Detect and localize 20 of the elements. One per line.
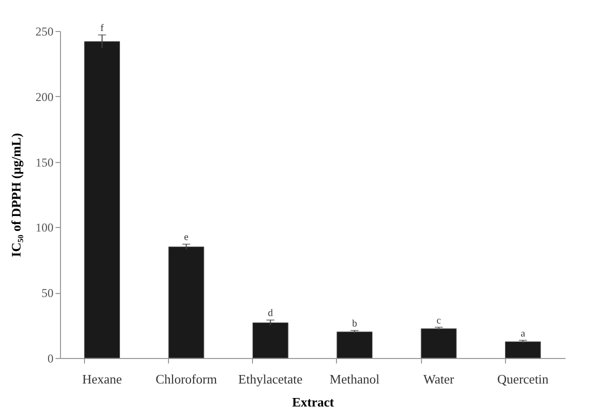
y-tick-label: 250 (36, 24, 54, 38)
annotation: a (520, 328, 526, 340)
x-tick-label: Water (423, 372, 455, 386)
x-tick-label: Chloroform (156, 372, 217, 386)
x-tick-label: Ethylacetate (238, 372, 303, 386)
y-tick-label: 0 (48, 352, 54, 366)
annotation: e (184, 232, 190, 244)
y-tick-label: 50 (42, 286, 54, 300)
annotation: f (100, 22, 104, 34)
y-tick-label: 150 (36, 155, 54, 170)
x-tick-label: Methanol (330, 372, 380, 386)
x-tick-label: Quercetin (497, 372, 550, 386)
x-tick-label: Hexane (82, 372, 122, 386)
x-axis-title: Extract (292, 394, 335, 410)
y-tick-label: 100 (36, 220, 54, 235)
y-tick-label: 200 (36, 90, 54, 104)
annotation: d (268, 308, 273, 320)
annotation: c (436, 315, 442, 326)
y-axis-title: IC₅₀ of DPPH (µg/mL) (8, 133, 24, 257)
annotation: b (352, 318, 358, 330)
